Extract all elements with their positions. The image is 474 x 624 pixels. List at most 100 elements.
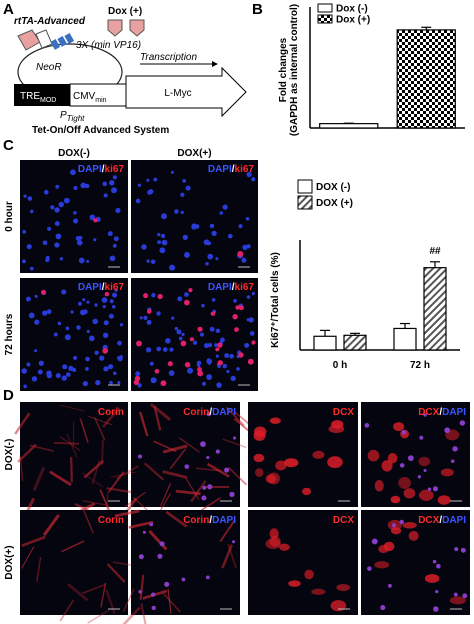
ki67-cell: [238, 352, 244, 358]
nucleus: [453, 592, 458, 597]
fiber: [199, 497, 221, 513]
nucleus: [102, 305, 106, 309]
ki67-cell: [184, 361, 191, 368]
fiber: [124, 491, 146, 508]
nucleus: [138, 589, 142, 594]
ki67-cell: [189, 337, 194, 342]
nucleus: [53, 332, 58, 337]
nucleus: [25, 296, 31, 302]
nucleus: [181, 332, 185, 337]
tre-sub: MOD: [40, 97, 56, 104]
cell: [403, 488, 416, 499]
stain-part: DAPI: [442, 407, 466, 418]
bar: [393, 327, 417, 351]
ki67-cell: [217, 360, 223, 366]
nucleus: [22, 229, 27, 234]
cell: [288, 580, 301, 587]
cell: [398, 477, 411, 489]
fiber: [139, 411, 149, 437]
nucleus: [86, 329, 90, 334]
fiber: [19, 455, 24, 481]
ki67-cell: [184, 299, 190, 306]
rtta-icon: [35, 29, 53, 49]
cell: [311, 588, 326, 595]
nucleus: [450, 459, 455, 463]
cell: [402, 522, 417, 529]
nucleus: [85, 356, 90, 362]
nucleus: [27, 196, 33, 201]
cell: [269, 417, 281, 424]
fiber: [122, 606, 141, 624]
fiber: [82, 472, 104, 488]
nucleus: [37, 369, 43, 375]
ki67-cell: [188, 287, 193, 293]
cell: [367, 449, 380, 462]
micrograph: [131, 402, 240, 507]
stain-part: DCX: [418, 515, 439, 526]
nucleus: [241, 257, 247, 263]
ki67-cell: [180, 340, 187, 347]
panel-label: B: [252, 1, 263, 18]
ki67-cell: [235, 305, 240, 310]
bar: [423, 267, 447, 351]
cell: [418, 489, 434, 501]
ki67-cell: [217, 342, 223, 348]
stain-label: DAPI/ki67: [208, 282, 255, 293]
fiber: [79, 418, 89, 443]
nucleus: [65, 326, 70, 331]
stain-part: /: [102, 282, 105, 293]
nucleus: [135, 198, 141, 204]
fiber: [123, 588, 135, 612]
nucleus: [207, 484, 213, 490]
nucleus: [80, 182, 87, 189]
micrograph: [131, 160, 258, 273]
stain-label: DCX/DAPI: [418, 407, 466, 418]
nucleus: [138, 554, 144, 560]
stain-part: /: [232, 164, 235, 175]
nucleus: [109, 299, 114, 304]
legend-label: Dox (+): [336, 15, 370, 26]
nucleus: [68, 365, 74, 371]
nucleus: [112, 371, 117, 376]
nucleus: [222, 204, 228, 210]
nucleus: [184, 464, 190, 469]
nucleus: [137, 383, 142, 388]
nucleus: [73, 211, 77, 215]
nucleus: [21, 368, 27, 374]
nucleus: [205, 261, 209, 266]
ki67-cell: [232, 314, 238, 320]
row-label: DOX(+): [4, 545, 15, 579]
nucleus: [46, 372, 53, 379]
nucleus: [142, 530, 146, 534]
row-label: 72 hours: [4, 313, 15, 355]
x-tick-label: 72 h: [410, 360, 430, 371]
nucleus: [29, 266, 34, 271]
fiber: [139, 574, 145, 600]
cells: [110, 402, 255, 520]
nucleus: [109, 380, 113, 385]
fiber: [110, 471, 136, 478]
cell: [374, 561, 390, 569]
transcription-label: Transcription: [140, 52, 197, 63]
cell: [381, 460, 393, 472]
nucleus: [108, 364, 114, 370]
cell: [390, 495, 401, 504]
nucleus: [206, 374, 213, 381]
fiber: [102, 407, 120, 428]
nucleus: [58, 201, 64, 208]
nucleus: [55, 184, 60, 189]
stain-part: Corin: [98, 407, 124, 418]
nucleus: [224, 467, 230, 473]
cell: [408, 530, 419, 541]
nucleus: [211, 298, 216, 302]
dox-icon: [107, 19, 123, 37]
fiber: [91, 459, 101, 485]
nucleus: [54, 242, 60, 248]
nucleus: [245, 216, 250, 221]
legend-label: DOX (+): [316, 198, 353, 209]
promoter-sub: Tight: [67, 114, 85, 123]
cell: [374, 480, 384, 492]
legend-swatch: [297, 195, 313, 210]
stain-part: DAPI: [212, 515, 236, 526]
nucleus: [432, 559, 437, 564]
